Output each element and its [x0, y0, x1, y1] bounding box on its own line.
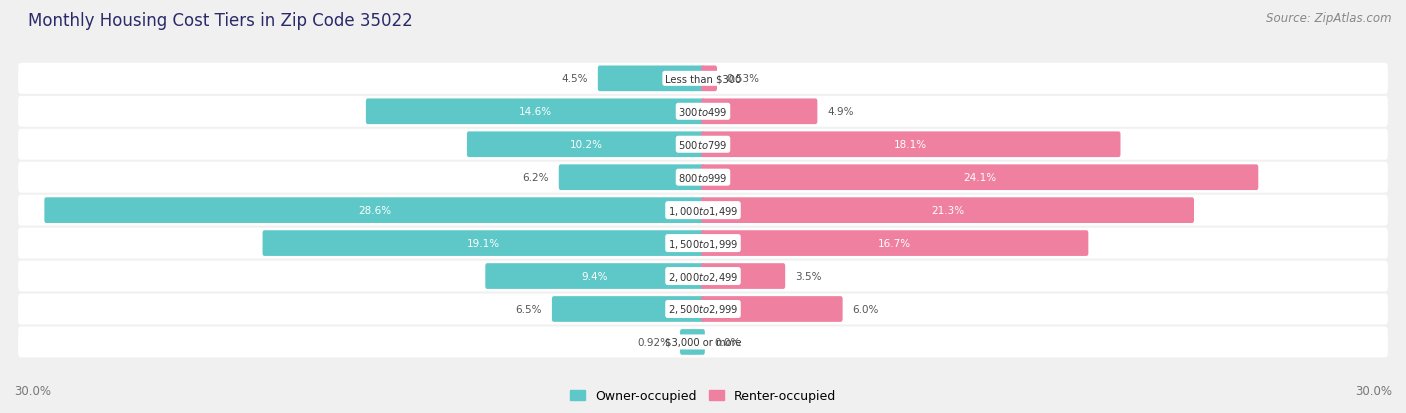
FancyBboxPatch shape	[18, 162, 1388, 193]
FancyBboxPatch shape	[263, 231, 704, 256]
FancyBboxPatch shape	[702, 66, 717, 92]
Text: $500 to $799: $500 to $799	[678, 139, 728, 151]
FancyBboxPatch shape	[681, 329, 704, 355]
FancyBboxPatch shape	[18, 129, 1388, 160]
FancyBboxPatch shape	[702, 231, 1088, 256]
FancyBboxPatch shape	[18, 97, 1388, 128]
Text: 28.6%: 28.6%	[359, 206, 391, 216]
Text: 30.0%: 30.0%	[1355, 384, 1392, 397]
FancyBboxPatch shape	[702, 132, 1121, 158]
Text: $2,000 to $2,499: $2,000 to $2,499	[668, 270, 738, 283]
Text: 18.1%: 18.1%	[894, 140, 928, 150]
FancyBboxPatch shape	[18, 327, 1388, 358]
Text: 6.0%: 6.0%	[852, 304, 879, 314]
Text: $1,000 to $1,499: $1,000 to $1,499	[668, 204, 738, 217]
FancyBboxPatch shape	[467, 132, 704, 158]
Text: 0.0%: 0.0%	[714, 337, 741, 347]
Text: $1,500 to $1,999: $1,500 to $1,999	[668, 237, 738, 250]
FancyBboxPatch shape	[18, 228, 1388, 259]
Text: Monthly Housing Cost Tiers in Zip Code 35022: Monthly Housing Cost Tiers in Zip Code 3…	[28, 12, 413, 30]
FancyBboxPatch shape	[598, 66, 704, 92]
Text: 19.1%: 19.1%	[467, 239, 501, 249]
Text: $800 to $999: $800 to $999	[678, 172, 728, 184]
FancyBboxPatch shape	[485, 263, 704, 289]
Text: 4.5%: 4.5%	[561, 74, 588, 84]
Legend: Owner-occupied, Renter-occupied: Owner-occupied, Renter-occupied	[565, 385, 841, 407]
FancyBboxPatch shape	[702, 198, 1194, 223]
FancyBboxPatch shape	[553, 297, 704, 322]
Text: 0.53%: 0.53%	[727, 74, 759, 84]
FancyBboxPatch shape	[702, 165, 1258, 190]
Text: 6.2%: 6.2%	[523, 173, 550, 183]
FancyBboxPatch shape	[45, 198, 704, 223]
Text: 9.4%: 9.4%	[582, 271, 609, 281]
Text: 14.6%: 14.6%	[519, 107, 553, 117]
Text: $2,500 to $2,999: $2,500 to $2,999	[668, 303, 738, 316]
Text: $3,000 or more: $3,000 or more	[665, 337, 741, 347]
FancyBboxPatch shape	[18, 195, 1388, 226]
FancyBboxPatch shape	[702, 263, 785, 289]
Text: 0.92%: 0.92%	[637, 337, 671, 347]
FancyBboxPatch shape	[702, 99, 817, 125]
Text: 16.7%: 16.7%	[879, 239, 911, 249]
FancyBboxPatch shape	[702, 297, 842, 322]
FancyBboxPatch shape	[366, 99, 704, 125]
Text: $300 to $499: $300 to $499	[678, 106, 728, 118]
Text: 3.5%: 3.5%	[794, 271, 821, 281]
Text: 4.9%: 4.9%	[827, 107, 853, 117]
Text: Less than $300: Less than $300	[665, 74, 741, 84]
Text: 24.1%: 24.1%	[963, 173, 997, 183]
Text: 10.2%: 10.2%	[569, 140, 602, 150]
Text: Source: ZipAtlas.com: Source: ZipAtlas.com	[1267, 12, 1392, 25]
Text: 30.0%: 30.0%	[14, 384, 51, 397]
FancyBboxPatch shape	[558, 165, 704, 190]
FancyBboxPatch shape	[18, 294, 1388, 325]
Text: 6.5%: 6.5%	[516, 304, 543, 314]
FancyBboxPatch shape	[18, 64, 1388, 95]
FancyBboxPatch shape	[18, 261, 1388, 292]
Text: 21.3%: 21.3%	[931, 206, 965, 216]
